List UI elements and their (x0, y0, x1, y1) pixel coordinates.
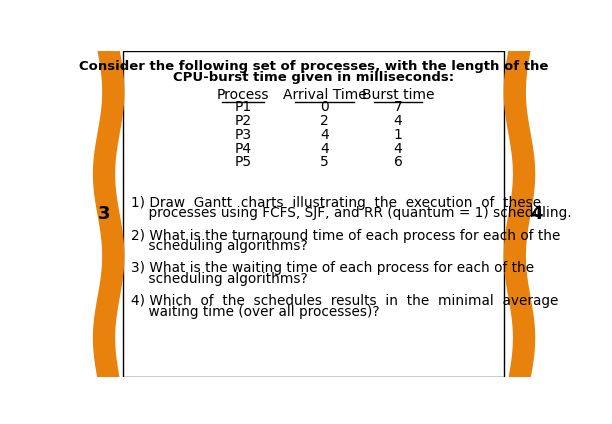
Text: P3: P3 (234, 128, 252, 142)
Text: Arrival Time: Arrival Time (283, 88, 367, 102)
Text: 3: 3 (98, 205, 111, 223)
Bar (123, 51, 504, 377)
Text: P2: P2 (234, 114, 252, 128)
Polygon shape (94, 51, 124, 377)
Text: P4: P4 (234, 142, 252, 156)
Text: 6: 6 (394, 156, 403, 170)
Text: 4: 4 (320, 128, 329, 142)
Text: Process: Process (217, 88, 269, 102)
Text: 2) What is the turnaround time of each process for each of the: 2) What is the turnaround time of each p… (131, 229, 560, 243)
Text: 7: 7 (394, 100, 403, 114)
Text: Burst time: Burst time (362, 88, 435, 102)
Text: P1: P1 (234, 100, 252, 114)
Text: 4: 4 (320, 142, 329, 156)
Text: Consider the following set of processes, with the length of the: Consider the following set of processes,… (79, 60, 548, 73)
Text: 2: 2 (320, 114, 329, 128)
Text: scheduling algorithms?: scheduling algorithms? (131, 240, 307, 254)
Text: P5: P5 (234, 156, 252, 170)
Text: 4) Which  of  the  schedules  results  in  the  minimal  average: 4) Which of the schedules results in the… (131, 294, 558, 308)
Polygon shape (504, 51, 534, 377)
Text: CPU-burst time given in milliseconds:: CPU-burst time given in milliseconds: (173, 71, 454, 84)
Text: processes using FCFS, SJF, and RR (quantum = 1) scheduling.: processes using FCFS, SJF, and RR (quant… (131, 206, 572, 220)
Text: 1) Draw  Gantt  charts  illustrating  the  execution  of  these: 1) Draw Gantt charts illustrating the ex… (131, 195, 541, 209)
Text: scheduling algorithms?: scheduling algorithms? (131, 272, 307, 286)
Text: waiting time (over all processes)?: waiting time (over all processes)? (131, 305, 379, 319)
Text: 4: 4 (394, 142, 403, 156)
Text: 3) What is the waiting time of each process for each of the: 3) What is the waiting time of each proc… (131, 261, 534, 275)
Text: 4: 4 (394, 114, 403, 128)
Text: 0: 0 (320, 100, 329, 114)
Text: 4: 4 (531, 205, 543, 223)
Text: 5: 5 (320, 156, 329, 170)
Text: 1: 1 (394, 128, 403, 142)
